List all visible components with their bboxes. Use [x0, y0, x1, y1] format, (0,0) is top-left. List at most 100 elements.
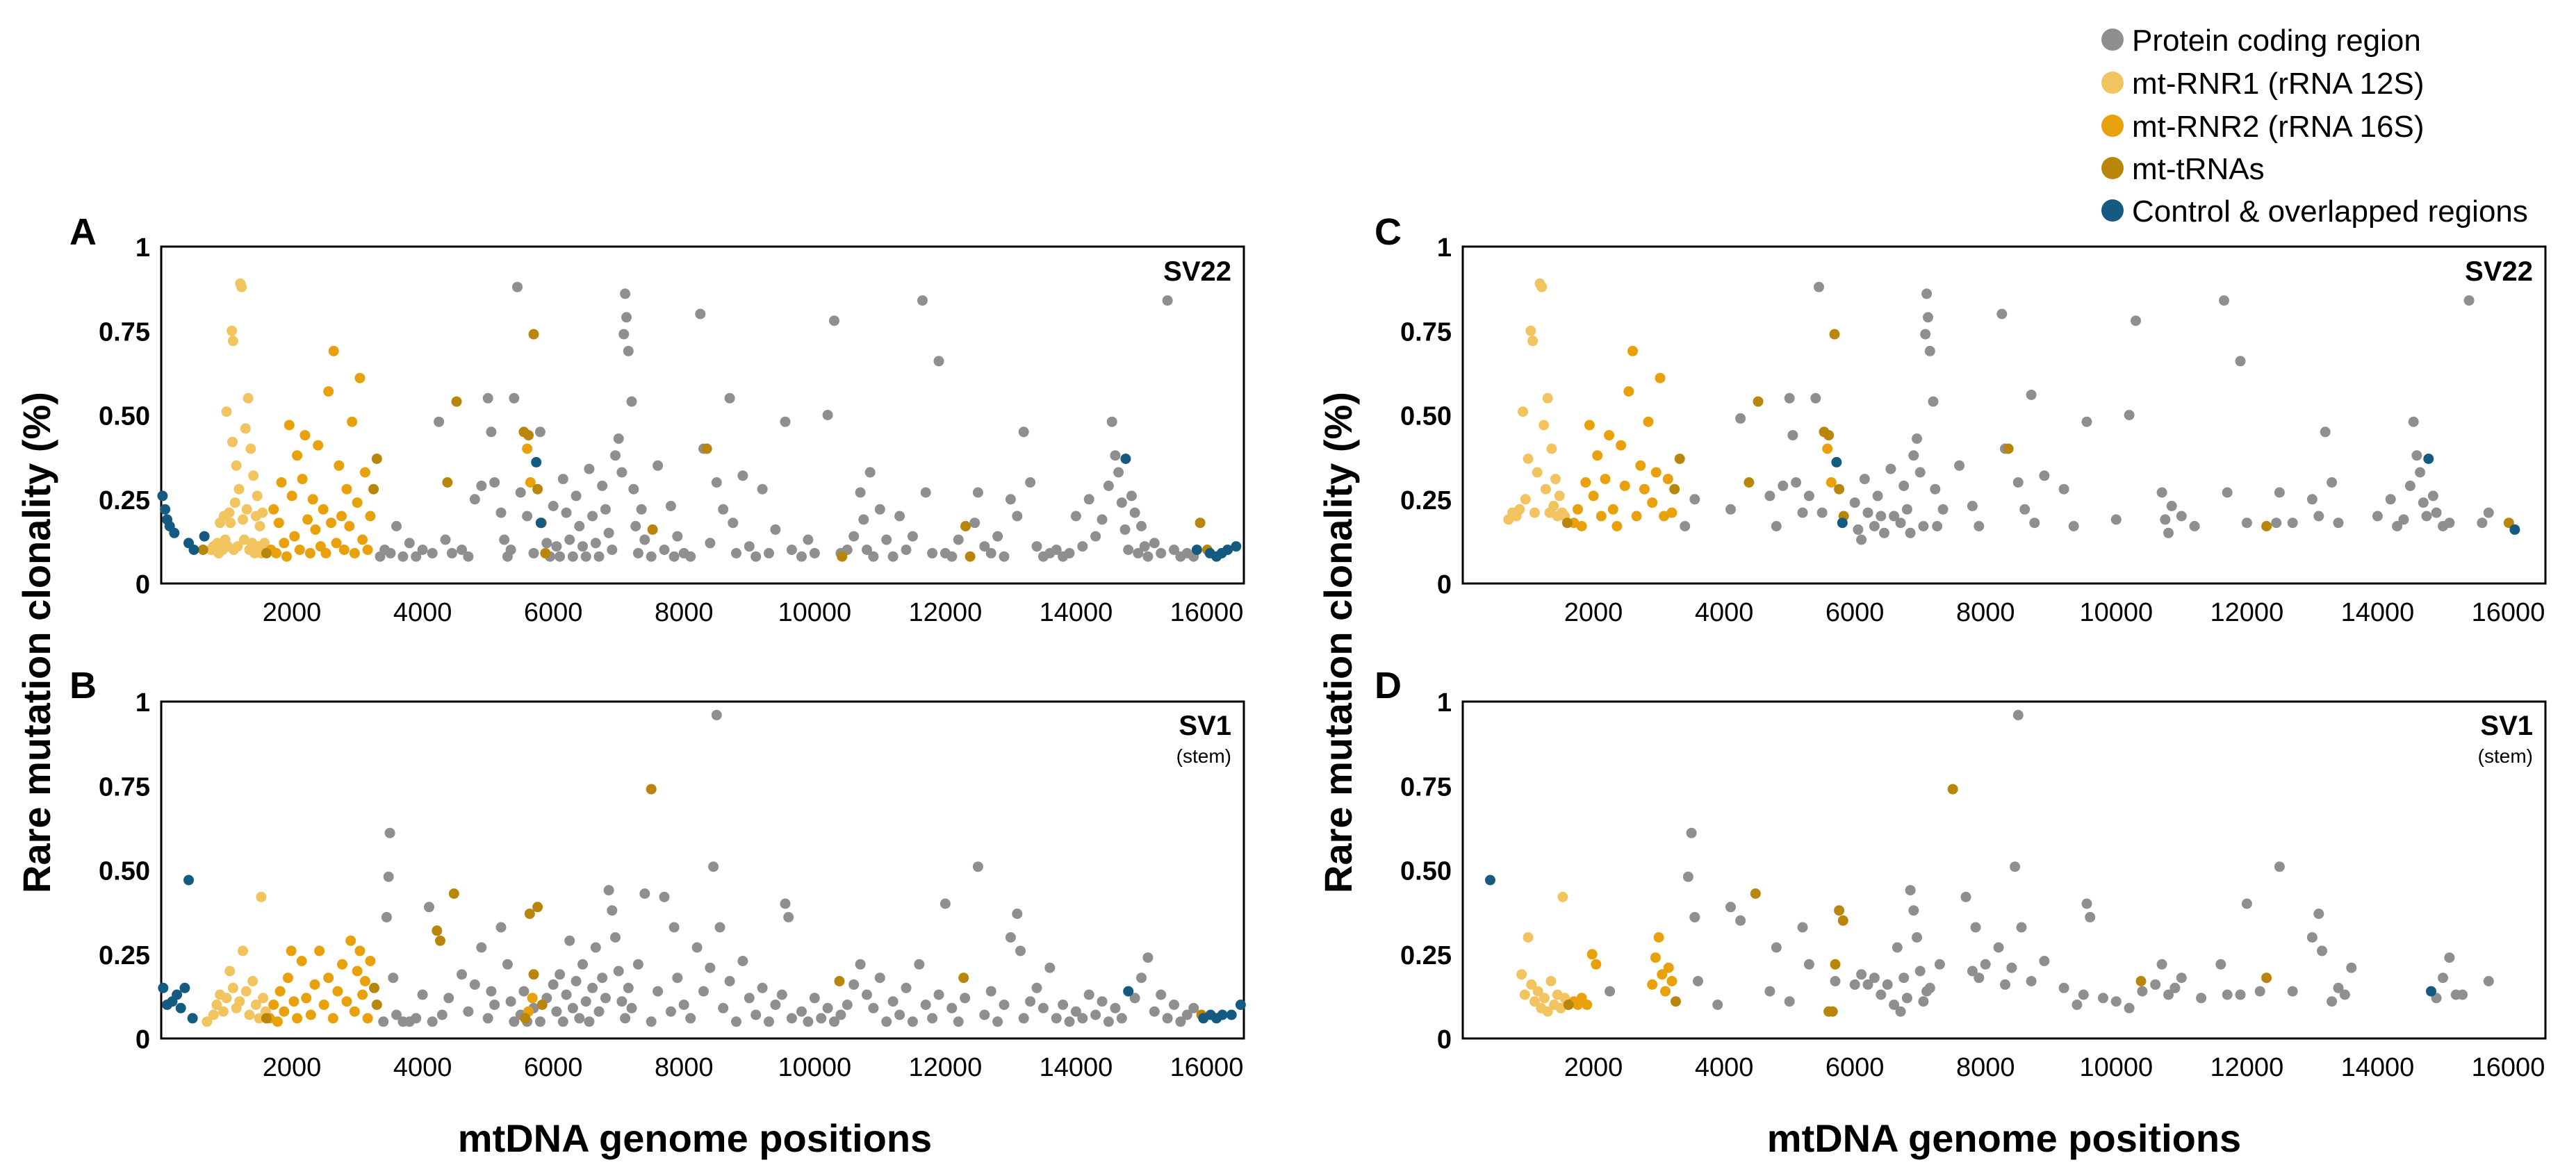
data-points	[157, 278, 1242, 562]
data-point-protein	[1077, 1013, 1088, 1024]
panel-title: SV1	[1179, 711, 1231, 741]
data-point-rnr2	[273, 517, 284, 529]
y-tick-label: 1	[136, 233, 150, 263]
data-point-protein	[780, 898, 791, 909]
data-point-protein	[2274, 487, 2285, 498]
data-point-protein	[417, 989, 428, 1000]
y-tick-label: 0	[136, 1025, 150, 1054]
data-point-protein	[985, 547, 996, 558]
data-point-protein	[2317, 945, 2327, 956]
data-point-protein	[505, 996, 516, 1007]
data-point-protein	[829, 315, 839, 326]
data-point-protein	[668, 922, 680, 933]
data-point-protein	[724, 976, 735, 986]
data-point-protein	[862, 545, 872, 555]
data-point-rnr2	[1650, 467, 1662, 478]
data-point-rnr2	[337, 959, 347, 970]
data-point-protein	[632, 547, 643, 558]
data-points	[1503, 278, 2520, 545]
data-point-protein	[574, 1013, 585, 1024]
data-point-protein	[620, 288, 631, 299]
data-point-protein	[1791, 477, 1802, 488]
data-point-protein	[969, 517, 981, 529]
data-point-trna	[371, 454, 382, 464]
data-point-rnr1	[243, 392, 254, 404]
data-point-protein	[567, 1002, 578, 1013]
data-point-rnr2	[349, 547, 360, 558]
panel-title: SV1	[2480, 711, 2533, 741]
data-point-control	[157, 490, 168, 502]
data-point-rnr2	[1663, 962, 1674, 973]
data-point-protein	[1912, 433, 1922, 444]
data-point-control	[188, 545, 199, 555]
data-point-trna	[1669, 483, 1680, 495]
data-point-protein	[646, 1016, 657, 1027]
data-point-rnr1	[1539, 993, 1550, 1004]
data-point-rnr2	[332, 986, 343, 997]
x-tick-label: 14000	[2341, 598, 2415, 627]
data-point-protein	[1930, 483, 1941, 495]
data-point-rnr2	[365, 956, 376, 966]
data-point-rnr2	[328, 345, 339, 356]
data-point-protein	[1810, 392, 1821, 404]
data-point-rnr1	[232, 541, 243, 552]
data-point-protein	[1083, 494, 1094, 505]
data-point-protein	[881, 1016, 892, 1027]
data-point-rnr1	[1542, 1006, 1553, 1017]
data-point-rnr1	[238, 945, 248, 956]
data-point-rnr1	[236, 281, 247, 292]
data-point-protein	[901, 982, 912, 993]
x-tick-label: 8000	[1956, 1053, 2015, 1082]
data-point-protein	[750, 1009, 762, 1020]
data-point-protein	[2235, 356, 2246, 367]
data-point-protein	[1803, 959, 1814, 970]
data-point-protein	[2241, 898, 2252, 909]
data-point-protein	[848, 979, 860, 990]
panel-title: SV22	[1163, 256, 1231, 287]
data-point-protein	[607, 545, 618, 555]
data-point-trna	[368, 483, 379, 495]
data-point-protein	[564, 935, 575, 946]
data-point-protein	[953, 1016, 964, 1027]
data-point-protein	[1725, 504, 1736, 515]
data-point-protein	[1015, 945, 1026, 956]
data-point-protein	[476, 480, 487, 491]
data-point-rnr1	[258, 993, 269, 1004]
data-point-protein	[1898, 972, 1910, 984]
data-point-rnr2	[522, 443, 533, 454]
data-point-protein	[1937, 504, 1949, 515]
data-point-protein	[2110, 514, 2122, 525]
data-point-protein	[486, 986, 497, 997]
data-point-protein	[731, 547, 741, 558]
data-point-protein	[1872, 490, 1883, 502]
data-point-rnr2	[334, 460, 345, 471]
data-point-protein	[1116, 1013, 1127, 1024]
x-tick-labels: 2000 4000 6000 8000 10000 12000 14000 16000	[263, 1053, 1244, 1082]
data-point-control	[169, 527, 180, 538]
data-point-protein	[2339, 989, 2350, 1000]
data-point-protein	[822, 410, 833, 420]
data-point-protein	[551, 541, 562, 552]
data-point-protein	[1797, 922, 1808, 933]
panel-letter-b: B	[69, 665, 97, 706]
data-point-protein	[907, 1016, 918, 1027]
data-point-rnr2	[1666, 976, 1677, 986]
data-point-rnr1	[254, 521, 265, 531]
data-point-protein	[489, 1000, 500, 1010]
data-point-protein	[1889, 511, 1900, 522]
data-point-rnr1	[248, 470, 259, 481]
data-point-protein	[914, 959, 925, 970]
data-point-protein	[607, 905, 618, 916]
data-point-trna	[524, 909, 535, 919]
x-tick-label: 16000	[2472, 598, 2545, 627]
data-point-protein	[868, 1002, 879, 1013]
data-point-protein	[1924, 982, 1935, 993]
data-point-protein	[2404, 480, 2415, 491]
data-point-protein	[1129, 507, 1140, 518]
data-point-protein	[411, 551, 422, 562]
data-point-protein	[1136, 521, 1147, 531]
data-point-rnr2	[1627, 345, 1638, 356]
data-point-protein	[927, 1013, 938, 1024]
data-point-protein	[486, 426, 497, 438]
data-point-protein	[1169, 1000, 1179, 1010]
